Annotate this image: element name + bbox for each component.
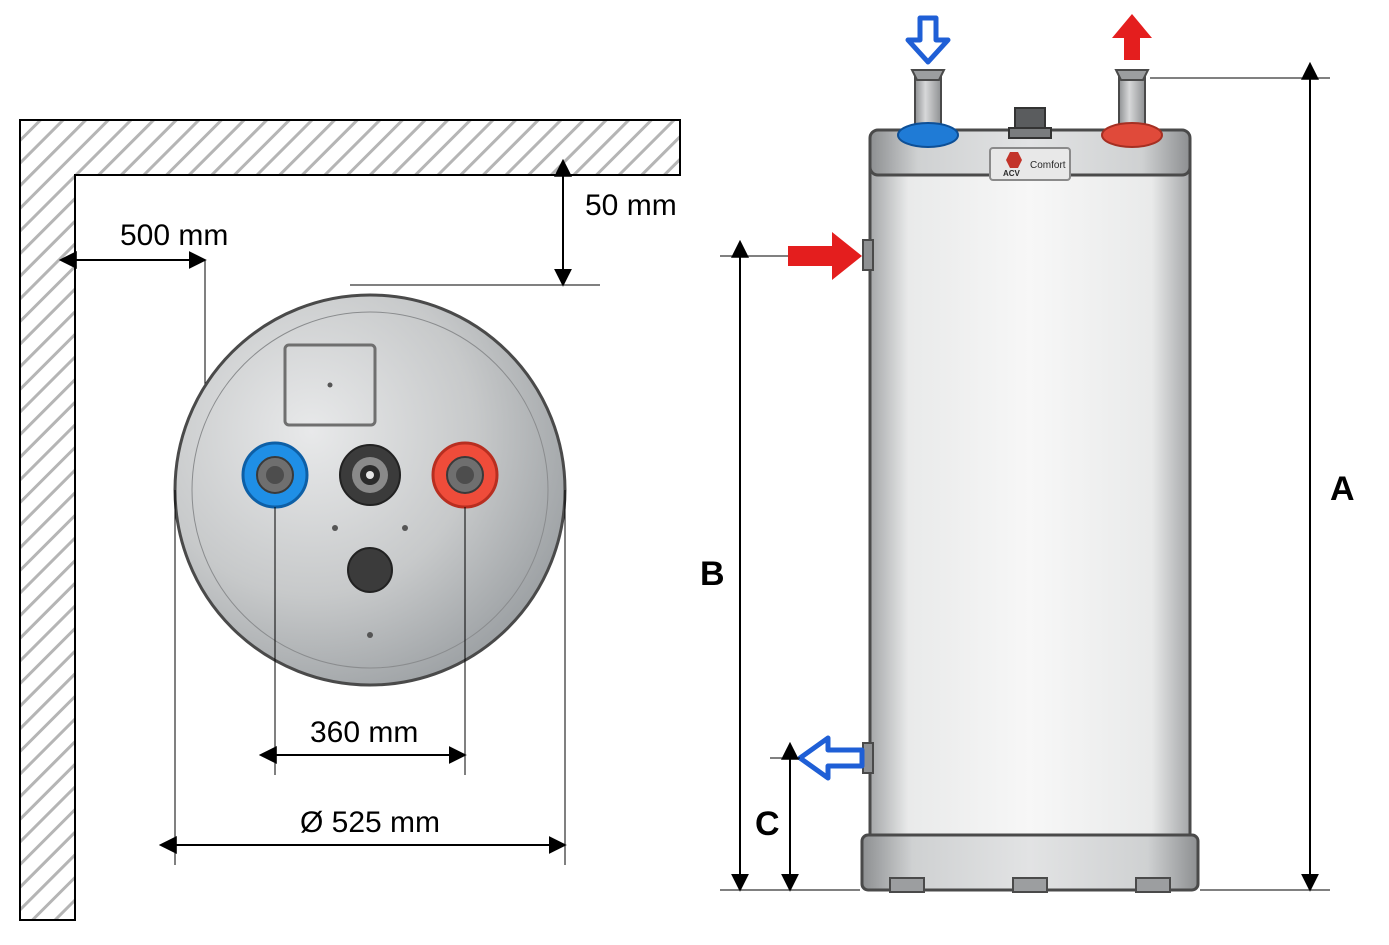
arrow-top-hot-icon — [1112, 14, 1152, 60]
side-port-top — [863, 240, 873, 270]
side-view: ACV Comfort A — [700, 14, 1355, 892]
tank-side-body — [870, 150, 1190, 860]
dim-B-label: B — [700, 555, 725, 593]
port-cold — [243, 443, 307, 507]
cap-hot — [1102, 123, 1162, 147]
cap-cold — [898, 123, 958, 147]
dim-525-label: Ø 525 mm — [300, 806, 440, 839]
dim-360-label: 360 mm — [310, 716, 418, 749]
pipe-left — [898, 70, 958, 147]
arrow-side-cold-icon — [800, 738, 862, 778]
brand-text: ACV — [1003, 169, 1021, 178]
port-center — [340, 445, 400, 505]
top-view: 500 mm 50 mm — [20, 120, 680, 920]
diagram-svg: 500 mm 50 mm — [0, 0, 1389, 945]
label-plate: ACV Comfort — [990, 148, 1070, 180]
dim-50: 50 mm — [350, 175, 677, 285]
dim-C-label: C — [755, 805, 780, 843]
dim-500-label: 500 mm — [120, 219, 228, 252]
dim-C: C — [755, 758, 800, 890]
dim-A-label: A — [1330, 470, 1355, 508]
arrow-side-hot-icon — [788, 232, 862, 280]
model-text: Comfort — [1030, 160, 1066, 171]
port-bottom — [348, 548, 392, 592]
pipe-right — [1102, 70, 1162, 147]
dim-B: B — [700, 256, 860, 890]
top-center-nut — [1009, 108, 1051, 138]
arrow-top-cold-icon — [908, 18, 948, 62]
dim-50-label: 50 mm — [585, 189, 677, 222]
port-hot — [433, 443, 497, 507]
